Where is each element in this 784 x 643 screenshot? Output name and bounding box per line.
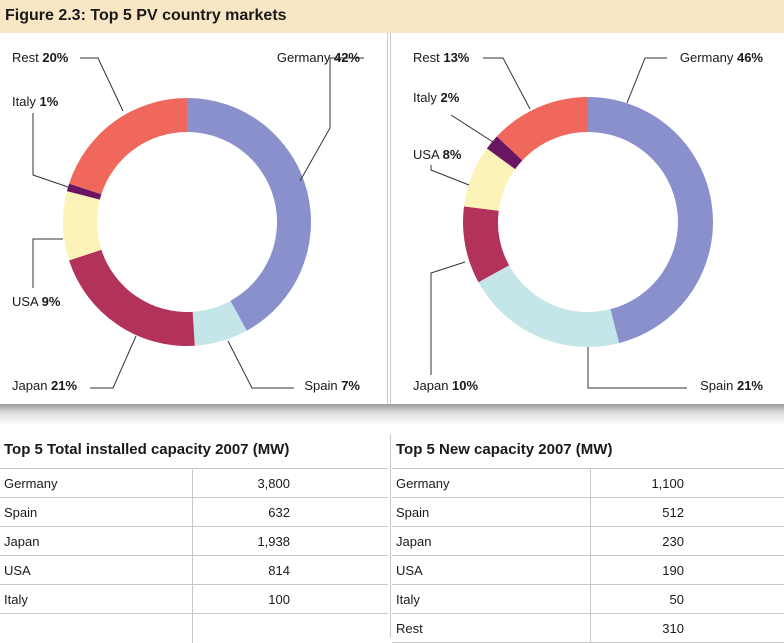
donut-slice-japan <box>69 249 195 346</box>
leader-line-rest <box>80 57 124 112</box>
slice-label-rest: Rest 20% <box>12 50 69 65</box>
row-value: 100 <box>268 592 290 607</box>
row-name: USA <box>396 563 423 578</box>
slice-label-italy: Italy 1% <box>12 94 59 109</box>
table-row: USA 814 <box>0 556 388 585</box>
table-row: USA 190 <box>392 556 784 585</box>
leader-line-germany <box>299 57 364 182</box>
slice-label-spain: Spain 21% <box>700 378 763 393</box>
table-row: Italy 100 <box>0 585 388 614</box>
row-name: Italy <box>4 592 28 607</box>
figure-title-bar: Figure 2.3: Top 5 PV country markets <box>0 0 784 33</box>
column-separator <box>590 469 591 643</box>
row-name: USA <box>4 563 31 578</box>
leader-line-japan <box>90 335 137 389</box>
slice-label-japan: Japan 10% <box>413 378 479 393</box>
row-value: 512 <box>662 505 684 520</box>
row-value: 3,800 <box>257 476 290 491</box>
table-title-total: Top 5 Total installed capacity 2007 (MW) <box>4 441 290 458</box>
donut-slice-germany <box>187 98 311 331</box>
slice-label-usa: USA 9% <box>12 294 61 309</box>
leader-line-italy <box>32 113 69 188</box>
row-value: 310 <box>662 621 684 636</box>
leader-line-usa <box>32 238 63 288</box>
leader-line-spain <box>227 340 294 389</box>
slice-label-japan: Japan 21% <box>12 378 78 393</box>
shadow-divider <box>0 404 784 426</box>
leader-line-japan <box>430 261 466 375</box>
row-value: 1,938 <box>257 534 290 549</box>
donut-chart-new: Germany 46% Spain 21% Japan 10% USA 8% Italy… <box>413 50 764 393</box>
row-name: Japan <box>4 534 40 549</box>
table-row: Japan 230 <box>392 527 784 556</box>
slice-label-rest: Rest 13% <box>413 50 470 65</box>
slice-label-spain: Spain 7% <box>304 378 360 393</box>
donut-slice-germany <box>588 97 714 344</box>
table-header-total: Top 5 Total installed capacity 2007 (MW) <box>0 434 388 469</box>
table-row: Rest 310 <box>392 614 784 643</box>
donut-chart-total: Germany 42% Spain 7% Japan 21% USA 9% Italy … <box>12 50 364 393</box>
table-row: Germany 3,800 <box>0 469 388 498</box>
donut-slice-rest <box>496 97 588 161</box>
table-row: Japan 1,938 <box>0 527 388 556</box>
row-value: 230 <box>662 534 684 549</box>
table-separator <box>390 434 391 638</box>
row-value: 190 <box>662 563 684 578</box>
chart-panel-new: Germany 46% Spain 21% Japan 10% USA 8% Italy… <box>390 33 784 404</box>
donut-slice-italy <box>66 183 102 200</box>
table-row: Spain 632 <box>0 498 388 527</box>
column-separator <box>192 469 193 643</box>
donut-slice-spain <box>478 265 620 348</box>
slice-label-italy: Italy 2% <box>413 90 460 105</box>
donut-slice-italy <box>486 136 523 170</box>
leader-line-germany <box>626 57 667 104</box>
table-row: Italy 50 <box>392 585 784 614</box>
table-row: Germany 1,100 <box>392 469 784 498</box>
leader-line-usa <box>430 165 470 186</box>
table-row: Spain 512 <box>392 498 784 527</box>
slice-label-germany: Germany 42% <box>277 50 361 65</box>
leader-line-italy <box>450 114 494 143</box>
leader-line-rest <box>483 57 531 110</box>
figure-title: Figure 2.3: Top 5 PV country markets <box>5 7 287 24</box>
donut-slice-usa <box>63 191 102 261</box>
donut-slice-usa <box>463 148 516 211</box>
leader-line-spain <box>587 347 687 389</box>
row-name: Italy <box>396 592 420 607</box>
row-value: 632 <box>268 505 290 520</box>
slice-label-germany: Germany 46% <box>680 50 764 65</box>
table-title-new: Top 5 New capacity 2007 (MW) <box>396 441 613 458</box>
row-name: Spain <box>396 505 430 520</box>
row-value: 1,100 <box>651 476 684 491</box>
donut-slice-japan <box>463 206 510 283</box>
row-name: Spain <box>4 505 38 520</box>
donut-slice-spain <box>192 300 247 346</box>
donut-slice-rest <box>69 98 187 195</box>
row-name: Germany <box>396 476 450 491</box>
row-name: Rest <box>396 621 423 636</box>
table-header-new: Top 5 New capacity 2007 (MW) <box>392 434 784 469</box>
chart-panel-total: Germany 42% Spain 7% Japan 21% USA 9% Italy … <box>0 33 388 404</box>
row-name: Germany <box>4 476 58 491</box>
row-value: 814 <box>268 563 290 578</box>
row-value: 50 <box>669 592 684 607</box>
row-name: Japan <box>396 534 432 549</box>
slice-label-usa: USA 8% <box>413 147 462 162</box>
